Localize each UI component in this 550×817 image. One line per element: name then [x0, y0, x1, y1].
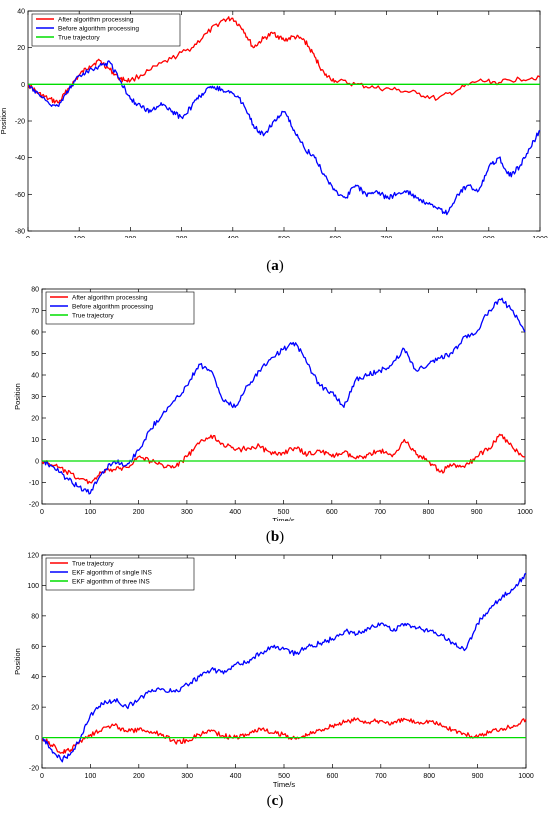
- legend-a: [31, 13, 181, 47]
- caption-letter-a: a: [271, 258, 279, 274]
- y-tick-label-b: 20: [31, 416, 39, 423]
- x-tick-label-c: 900: [472, 773, 484, 780]
- series-line-c-2: [41, 572, 527, 763]
- legend-label-b-3: True trajectory: [72, 313, 114, 320]
- y-tick-label-a: -60: [15, 192, 25, 199]
- y-tick-label-c: 100: [27, 583, 39, 590]
- plot-area-a: [27, 10, 541, 232]
- x-tick-label-c: 800: [423, 773, 435, 780]
- y-tick-label-b: 60: [31, 330, 39, 337]
- y-tick-label-a: 20: [17, 45, 25, 52]
- x-tick-label-c: 600: [327, 773, 339, 780]
- y-tick-label-b: 0: [35, 459, 39, 466]
- x-tick-label-a: 100: [73, 236, 85, 238]
- x-axis-label-c: Time/s: [273, 780, 295, 788]
- legend-label-c-3: EKF algorithm of three INS: [72, 579, 150, 586]
- legend-label-a-1: After algorithm processing: [58, 17, 134, 24]
- chart-b: 0 100 200 300 400 500 600 700 800 900 1000 -20 -10 0 1…: [13, 287, 533, 522]
- y-tick-label-b: 30: [31, 394, 39, 401]
- y-tick-label-b: -20: [29, 502, 39, 509]
- series-line-c-1: [41, 717, 527, 754]
- chart-a: 01002003004005006007008009001000-80-60-4…: [0, 9, 548, 239]
- legend-b: [45, 291, 195, 325]
- y-axis-label-b: Position: [13, 383, 22, 410]
- y-tick-label-c: 60: [31, 644, 39, 651]
- y-tick-label-b: 80: [31, 287, 39, 294]
- series-line-a-1: [27, 16, 541, 104]
- legend-label-c-2: EKF algorithm of single INS: [72, 570, 153, 577]
- x-tick-label-b: 900: [471, 509, 483, 516]
- x-tick-label-b: 600: [326, 509, 338, 516]
- y-tick-label-a: 0: [21, 82, 25, 89]
- x-tick-label-a: 0: [26, 236, 30, 238]
- y-tick-label-b: 40: [31, 373, 39, 380]
- y-tick-label-b: 10: [31, 437, 39, 444]
- x-tick-label-a: 400: [227, 236, 239, 238]
- x-tick-label-a: 800: [432, 236, 444, 238]
- x-tick-label-c: 100: [85, 773, 97, 780]
- y-tick-label-c: -20: [29, 766, 39, 773]
- y-tick-label-c: 40: [31, 674, 39, 681]
- caption-a: (a): [266, 258, 284, 274]
- y-tick-label-c: 20: [31, 705, 39, 712]
- series-line-b-2: [41, 297, 526, 495]
- chart-c: 0 100 200 300 400 500 600 700 800 900 1000-2002040…: [13, 553, 534, 789]
- x-tick-label-c: 500: [278, 773, 290, 780]
- y-tick-label-c: 120: [27, 553, 39, 560]
- x-tick-label-b: 0: [40, 509, 44, 516]
- y-tick-label-a: 40: [17, 9, 25, 16]
- x-tick-label-b: 200: [133, 509, 145, 516]
- caption-letter-b: b: [270, 529, 280, 545]
- x-axis-label-b: Time/s: [272, 516, 294, 521]
- y-tick-label-c: 0: [35, 735, 39, 742]
- y-tick-label-b: 50: [31, 351, 39, 358]
- legend-label-a-3: True trajectory: [58, 35, 100, 42]
- x-tick-label-b: 400: [229, 509, 241, 516]
- y-tick-label-b: 70: [31, 308, 39, 315]
- y-axis-label-a: Position: [0, 108, 8, 135]
- y-axis-label-c: Position: [13, 648, 22, 675]
- x-tick-label-c: 1000: [518, 773, 534, 780]
- legend-label-b-1: After algorithm processing: [72, 295, 148, 302]
- caption-letter-c: c: [271, 793, 279, 809]
- caption-b: (b): [265, 529, 285, 545]
- x-tick-label-a: 300: [176, 236, 188, 238]
- x-tick-label-c: 200: [133, 773, 145, 780]
- x-tick-label-b: 800: [423, 509, 435, 516]
- legend-label-a-2: Before algorithm processing: [58, 26, 139, 33]
- x-tick-label-b: 1000: [517, 509, 533, 516]
- x-tick-label-a: 1000: [532, 236, 548, 238]
- x-tick-label-c: 400: [230, 773, 242, 780]
- x-tick-label-b: 700: [374, 509, 386, 516]
- legend-label-c-1: True trajectory: [72, 561, 114, 568]
- x-tick-label-c: 0: [40, 773, 44, 780]
- y-tick-label-a: -20: [15, 119, 25, 126]
- plot-area-c: [41, 554, 527, 769]
- x-tick-label-b: 500: [278, 509, 290, 516]
- series-line-a-2: [27, 60, 541, 216]
- legend-c: [45, 557, 195, 591]
- caption-c: (c): [266, 793, 284, 809]
- legend-label-b-2: Before algorithm processing: [72, 304, 153, 311]
- y-tick-label-a: -40: [15, 155, 25, 162]
- y-tick-label-b: -10: [29, 480, 39, 487]
- y-tick-label-c: 80: [31, 613, 39, 620]
- y-tick-label-a: -80: [15, 229, 25, 236]
- x-tick-label-a: 700: [381, 236, 393, 238]
- x-tick-label-a: 600: [329, 236, 341, 238]
- series-line-b-1: [41, 433, 526, 485]
- x-tick-label-b: 300: [181, 509, 193, 516]
- x-tick-label-c: 700: [375, 773, 387, 780]
- x-tick-label-a: 200: [125, 236, 137, 238]
- x-tick-label-b: 100: [84, 509, 96, 516]
- x-tick-label-c: 300: [181, 773, 193, 780]
- x-tick-label-a: 500: [278, 236, 290, 238]
- x-tick-label-a: 900: [483, 236, 495, 238]
